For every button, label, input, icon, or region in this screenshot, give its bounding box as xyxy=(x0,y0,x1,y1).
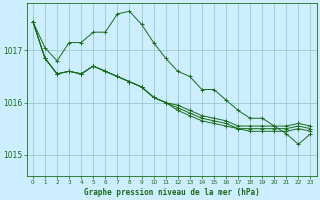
X-axis label: Graphe pression niveau de la mer (hPa): Graphe pression niveau de la mer (hPa) xyxy=(84,188,260,197)
